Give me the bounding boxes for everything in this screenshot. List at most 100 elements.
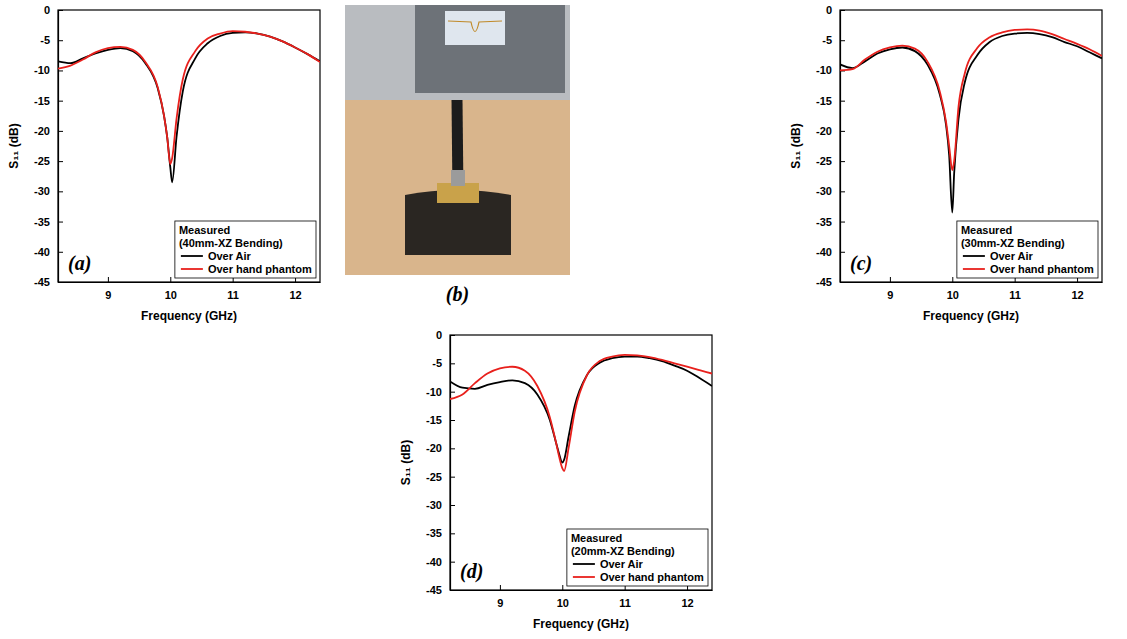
legend: Measured(30mm-XZ Bending)Over AirOver ha… (957, 221, 1098, 278)
axis-line (841, 282, 1103, 283)
tick-label: -15 (816, 95, 832, 107)
tick-label: -10 (426, 386, 442, 398)
plot-area (840, 29, 1102, 212)
tick-mark (58, 131, 63, 132)
y-axis-title: S₁₁ (dB) (789, 123, 803, 168)
legend: Measured(20mm-XZ Bending)Over AirOver ha… (567, 529, 708, 586)
tick-label: -45 (426, 584, 442, 596)
chart: 91011120-5-10-15-20-25-30-35-40-45Freque… (399, 329, 713, 631)
tick: -5 (822, 34, 845, 46)
legend-box (957, 221, 1098, 278)
tick: -35 (816, 216, 845, 228)
tick-label: -35 (426, 527, 442, 539)
tick-mark (170, 277, 171, 282)
legend: Measured(40mm-XZ Bending)Over AirOver ha… (175, 221, 316, 278)
panel-label: (d) (460, 560, 483, 583)
legend-swatch (963, 255, 985, 257)
tick: -15 (426, 414, 455, 426)
tick: 10 (165, 277, 177, 301)
tick-label: 11 (1009, 289, 1021, 301)
x-axis-title: Frequency (GHz) (923, 309, 1019, 323)
legend-label: Over Air (208, 250, 252, 262)
legend-swatch (573, 576, 595, 578)
tick: 12 (681, 585, 693, 609)
tick-mark (450, 505, 455, 506)
x-axis: 9101112 (451, 585, 713, 609)
tick: -35 (34, 216, 63, 228)
tick-mark (450, 477, 455, 478)
tick: -20 (816, 125, 845, 137)
tick-mark (840, 10, 845, 11)
tick: 11 (619, 585, 631, 609)
tick-label: -25 (426, 471, 442, 483)
tick-mark (840, 191, 845, 192)
axis-line (58, 11, 59, 283)
tick: -10 (426, 386, 455, 398)
legend-title: Measured (571, 532, 622, 544)
tick-label: -15 (34, 95, 50, 107)
y-axis: 0-5-10-15-20-25-30-35-40-45 (426, 329, 455, 596)
tick: -40 (426, 556, 455, 568)
tick: -15 (34, 95, 63, 107)
tick-label: -5 (40, 34, 50, 46)
legend-box (175, 221, 316, 278)
tick: -45 (426, 584, 455, 596)
tick-label: -5 (432, 357, 442, 369)
tick-label: -45 (34, 276, 50, 288)
y-axis-title: S₁₁ (dB) (399, 440, 413, 485)
bench (345, 100, 570, 275)
tick-label: -35 (816, 216, 832, 228)
series-line (58, 31, 320, 164)
tick-label: 0 (436, 329, 442, 341)
panel-label: (a) (68, 252, 91, 275)
panel-label: (b) (446, 283, 469, 306)
tick-mark (500, 585, 501, 590)
tick-label: -40 (34, 246, 50, 258)
tick-label: 10 (165, 289, 177, 301)
legend-label: Over Air (600, 558, 644, 570)
tick-label: 12 (289, 289, 301, 301)
lab-wall (345, 5, 570, 100)
axis-line (59, 282, 321, 283)
tick-mark (450, 448, 455, 449)
tick-label: -25 (34, 155, 50, 167)
tick-mark (840, 101, 845, 102)
tick-label: 11 (227, 289, 239, 301)
tick-mark (450, 363, 455, 364)
tick: 11 (227, 277, 239, 301)
tick-label: -20 (34, 125, 50, 137)
x-axis: 9 10 11 12 (59, 277, 321, 301)
figure: (b) 9 10 11 12 0 -5 -10 -15 -20 -25 -30 -35 -40 -45 Fre… (0, 0, 1127, 639)
chart: 91011120-5-10-15-20-25-30-35-40-45Freque… (789, 4, 1103, 323)
tick-label: 9 (105, 289, 111, 301)
tick-label: -40 (816, 246, 832, 258)
tick-label: -5 (822, 34, 832, 46)
tick-mark (58, 222, 63, 223)
legend-title: (40mm-XZ Bending) (179, 237, 283, 249)
tick-mark (890, 277, 891, 282)
legend-title: (30mm-XZ Bending) (961, 237, 1065, 249)
tick: -45 (816, 276, 845, 288)
tick: -25 (34, 155, 63, 167)
tick-label: -15 (426, 414, 442, 426)
legend-swatch (181, 255, 203, 257)
tick: 12 (289, 277, 301, 301)
tick: 0 (826, 4, 845, 16)
tick-mark (450, 392, 455, 393)
tick-mark (840, 131, 845, 132)
tick-mark (840, 161, 845, 162)
legend-label: Over hand phantom (600, 571, 704, 583)
legend-box (567, 529, 708, 586)
tick-label: 0 (826, 4, 832, 16)
plot-area (450, 355, 712, 471)
tick-mark (840, 40, 845, 41)
tick-mark (58, 282, 63, 283)
tick-mark (562, 585, 563, 590)
tick: -5 (432, 357, 455, 369)
tick-label: -20 (816, 125, 832, 137)
chart: 91011120-5-10-15-20-25-30-35-40-45Freque… (7, 4, 321, 323)
tick-label: -30 (816, 185, 832, 197)
tick-label: 9 (887, 289, 893, 301)
tick: 0 (44, 4, 63, 16)
tick-label: -45 (816, 276, 832, 288)
